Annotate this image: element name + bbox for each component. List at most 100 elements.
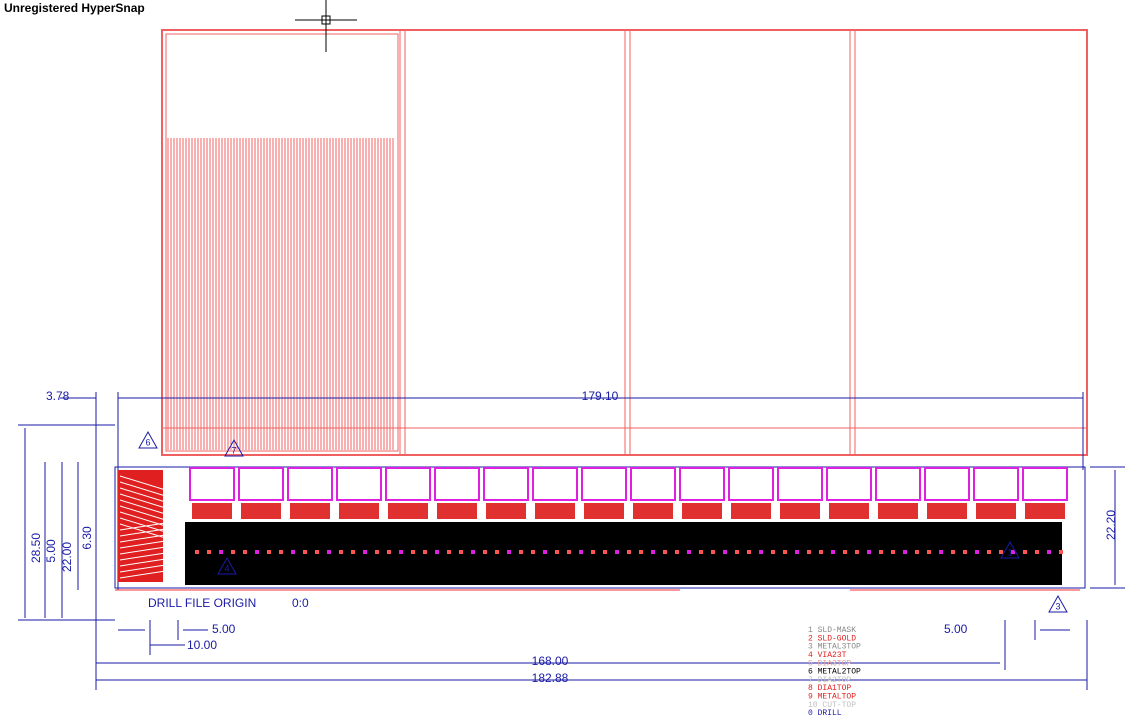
component — [581, 467, 627, 501]
layer-entry: 9 METALTOP — [808, 693, 856, 702]
component-pad — [1025, 503, 1065, 519]
component — [973, 467, 1019, 501]
trace — [119, 531, 186, 543]
via — [255, 550, 259, 554]
trace — [119, 517, 186, 539]
via — [303, 550, 307, 554]
via — [627, 550, 631, 554]
via — [603, 550, 607, 554]
via — [399, 550, 403, 554]
marker-label: 3 — [1055, 601, 1060, 611]
via — [219, 550, 223, 554]
via — [915, 550, 919, 554]
via — [267, 550, 271, 554]
marker — [138, 430, 158, 449]
via — [1023, 550, 1027, 554]
trace — [119, 561, 186, 573]
geometry: 6 7 4 3 1 — [18, 0, 1125, 690]
component-pad — [486, 503, 526, 519]
trace — [119, 567, 186, 579]
layer-entry: 3 METAL3TOP — [808, 643, 861, 652]
via — [963, 550, 967, 554]
component — [238, 467, 284, 501]
via — [387, 550, 391, 554]
via — [459, 550, 463, 554]
component-pad — [731, 503, 771, 519]
via — [639, 550, 643, 554]
via — [351, 550, 355, 554]
component — [777, 467, 823, 501]
via — [999, 550, 1003, 554]
layer-entry: 6 METAL2TOP — [808, 668, 861, 677]
via — [1035, 550, 1039, 554]
layer-entry: 10 CUT-TOP — [808, 701, 856, 710]
via — [411, 550, 415, 554]
via — [807, 550, 811, 554]
trace — [119, 475, 186, 497]
via — [795, 550, 799, 554]
via — [291, 550, 295, 554]
layer-entry: 7 DIA2TOP — [808, 676, 851, 685]
via — [687, 550, 691, 554]
trace — [119, 543, 186, 555]
via — [735, 550, 739, 554]
component-pad — [682, 503, 722, 519]
via — [507, 550, 511, 554]
via — [363, 550, 367, 554]
via — [591, 550, 595, 554]
trace — [119, 537, 186, 549]
component — [630, 467, 676, 501]
dim-label: 3.78 — [46, 389, 70, 403]
layer-entry: 1 SLD-MASK — [808, 626, 856, 635]
via — [759, 550, 763, 554]
marker — [217, 556, 237, 575]
dim-label: 5.00 — [212, 622, 236, 636]
via — [435, 550, 439, 554]
component — [434, 467, 480, 501]
via — [195, 550, 199, 554]
via — [567, 550, 571, 554]
trace — [119, 487, 186, 509]
via — [651, 550, 655, 554]
component-pad — [633, 503, 673, 519]
via — [771, 550, 775, 554]
component-pad — [535, 503, 575, 519]
via — [891, 550, 895, 554]
trace — [119, 481, 186, 503]
marker-label: 7 — [231, 445, 236, 455]
component-pad — [829, 503, 869, 519]
marker-label: 4 — [224, 563, 229, 573]
via — [555, 550, 559, 554]
via — [315, 550, 319, 554]
via — [663, 550, 667, 554]
component-pad — [241, 503, 281, 519]
via — [819, 550, 823, 554]
via — [579, 550, 583, 554]
origin-label: DRILL FILE ORIGIN — [148, 596, 256, 610]
via — [975, 550, 979, 554]
dim-label: 6.30 — [80, 526, 94, 550]
trace — [119, 555, 186, 567]
trace — [119, 511, 186, 533]
dim-label: 22.00 — [60, 542, 74, 572]
via — [375, 550, 379, 554]
via — [243, 550, 247, 554]
component-pad — [437, 503, 477, 519]
layer-entry: 5 DIA3TOP — [808, 659, 851, 668]
trace — [119, 505, 186, 527]
component-pad — [339, 503, 379, 519]
trace — [119, 499, 186, 521]
via — [903, 550, 907, 554]
via — [951, 550, 955, 554]
trace — [119, 493, 186, 515]
component — [336, 467, 382, 501]
component — [875, 467, 921, 501]
app-title: Unregistered HyperSnap — [4, 1, 145, 15]
dim-label: 22.20 — [1104, 510, 1118, 540]
component-pad — [388, 503, 428, 519]
component — [826, 467, 872, 501]
dim-label: 28.50 — [29, 533, 43, 563]
layer-entry: 8 DIA1TOP — [808, 684, 851, 693]
